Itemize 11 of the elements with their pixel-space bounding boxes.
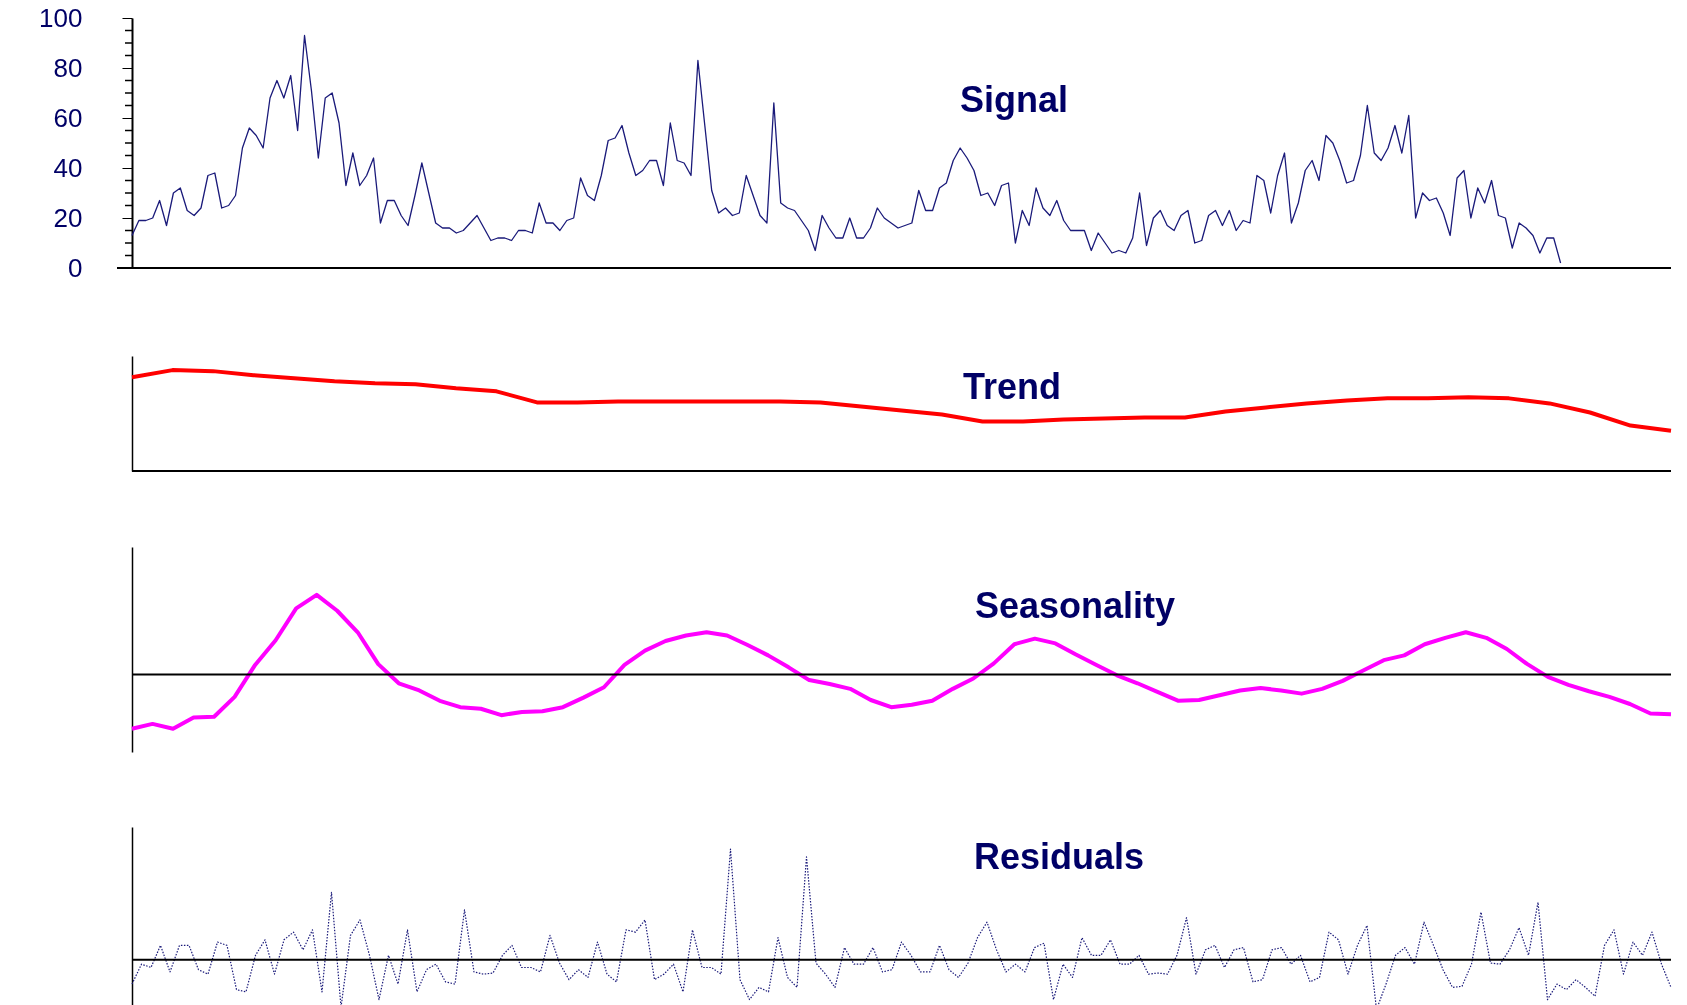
chart-title: Residuals	[973, 836, 1145, 877]
chart-title: Trend	[962, 366, 1062, 407]
y-tick-label: 60	[53, 102, 83, 133]
y-tick-label: 0	[68, 252, 83, 283]
text: Signal	[959, 79, 1069, 120]
chart-title: Seasonality	[974, 585, 1176, 626]
y-tick-label: 80	[53, 52, 83, 83]
line-series	[131, 34, 1562, 264]
y-tick-label: 20	[53, 202, 83, 233]
y-tick-label: 40	[53, 152, 83, 183]
y-tick-label: 100	[39, 2, 83, 33]
